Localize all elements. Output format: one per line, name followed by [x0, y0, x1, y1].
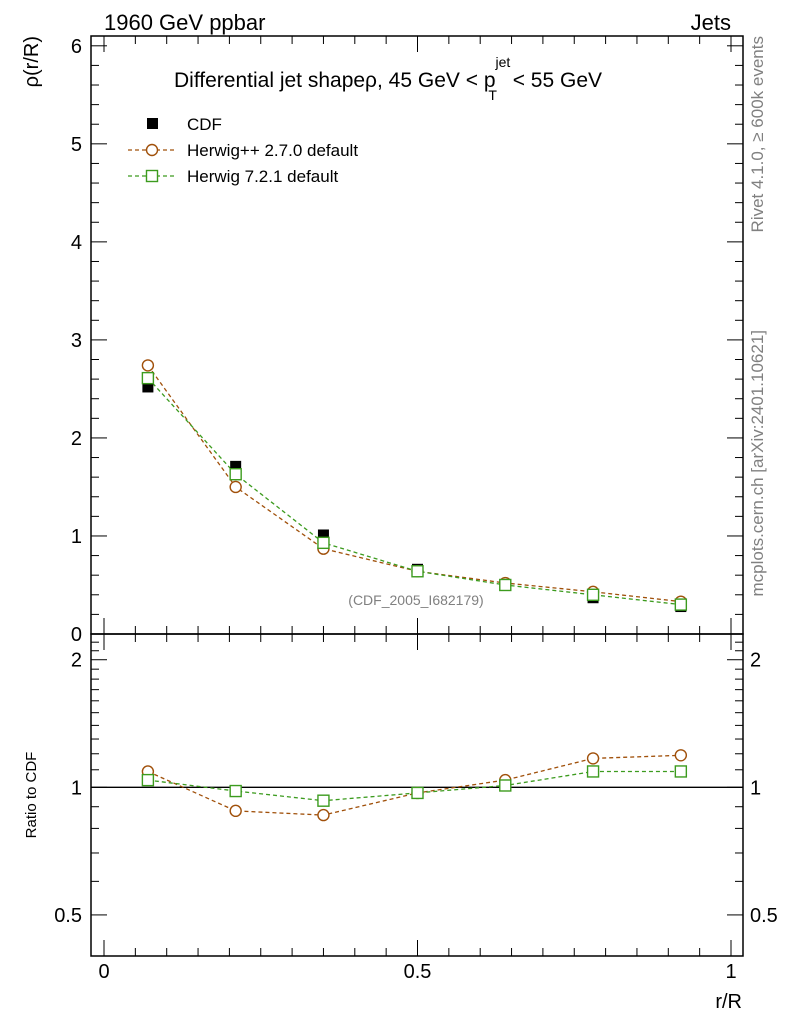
main-axis-ticks — [91, 36, 743, 635]
title-sup: jet — [495, 54, 511, 70]
main-point-herwig7 — [499, 578, 512, 592]
ratio-series — [141, 749, 688, 822]
main-point-herwig7 — [141, 371, 155, 385]
ratio-ylabel: Ratio to CDF — [23, 752, 40, 839]
ratio-ytick-label-right: 1 — [750, 777, 761, 799]
legend-label-herwigpp: Herwig++ 2.7.0 default — [187, 141, 358, 160]
main-ytick-label: 1 — [71, 526, 82, 548]
xtick-label: 1 — [725, 961, 736, 983]
legend-marker-cdf — [147, 118, 158, 129]
title-sub: T — [488, 87, 497, 103]
legend-label-cdf: CDF — [187, 115, 222, 134]
main-ylabel: ρ(r/R) — [21, 36, 43, 87]
ratio-ytick-label: 1 — [71, 777, 82, 799]
main-ytick-label: 6 — [71, 36, 82, 58]
ratio-ytick-label-right: 0.5 — [750, 905, 778, 927]
main-point-herwigpp — [229, 480, 242, 494]
ratio-point-herwigpp — [317, 808, 330, 822]
legend: CDF Herwig++ 2.7.0 default Herwig 7.2.1 … — [128, 115, 358, 186]
ratio-point-herwig7 — [586, 765, 600, 778]
main-ytick-label: 2 — [71, 428, 82, 450]
main-point-herwigpp — [141, 359, 155, 372]
ratio-point-herwig7 — [141, 773, 155, 787]
ratio-point-herwigpp — [229, 804, 242, 818]
legend-marker-herwig7 — [145, 169, 159, 183]
xtick-label: 0.5 — [404, 961, 432, 983]
ratio-line-herwigpp — [147, 754, 681, 816]
main-point-herwig7 — [411, 565, 424, 578]
ratio-ytick-label: 0.5 — [54, 905, 82, 927]
ratio-ytick-label: 2 — [71, 650, 82, 672]
rivet-label: Rivet 4.1.0, ≥ 600k events — [748, 36, 767, 232]
main-title: Differential jet shapeρ, 45 GeV < pjet T … — [174, 54, 602, 103]
ratio-point-herwig7 — [674, 765, 688, 778]
main-ytick-label: 3 — [71, 330, 82, 352]
main-point-cdf — [317, 529, 329, 541]
main-point-cdf — [142, 381, 154, 393]
main-ytick-labels: 0 1 2 3 4 5 6 — [71, 36, 82, 646]
main-ytick-label: 4 — [71, 232, 82, 254]
main-ytick-label: 0 — [71, 624, 82, 646]
main-point-herwig7 — [674, 598, 688, 611]
ratio-point-herwig7 — [499, 779, 512, 792]
xtick-label: 0 — [98, 961, 109, 983]
ratio-point-herwig7 — [229, 784, 242, 798]
legend-label-herwig7: Herwig 7.2.1 default — [187, 167, 338, 186]
main-series — [141, 359, 688, 613]
mcplots-label: mcplots.cern.ch [arXiv:2401.10621] — [748, 330, 767, 596]
analysis-label: (CDF_2005_I682179) — [348, 592, 483, 608]
ratio-point-herwig7 — [411, 786, 424, 800]
main-point-herwig7 — [586, 588, 600, 601]
main-ytick-label: 5 — [71, 134, 82, 156]
ratio-ytick-label-right: 2 — [750, 650, 761, 672]
ratio-ytick-labels: 0.5 0.5 1 1 2 2 — [54, 650, 778, 927]
ratio-point-herwigpp — [586, 752, 600, 765]
header-right: Jets — [691, 10, 731, 35]
legend-marker-herwigpp — [145, 143, 159, 157]
main-point-herwig7 — [229, 468, 242, 481]
xlabel: r/R — [715, 991, 742, 1013]
title-prefix: Differential jet shapeρ, 45 GeV < p — [174, 69, 496, 92]
title-suffix: < 55 GeV — [507, 69, 602, 92]
main-point-cdf — [230, 460, 242, 472]
ratio-point-herwigpp — [674, 749, 688, 762]
main-point-herwig7 — [317, 536, 330, 550]
header-left: 1960 GeV ppbar — [104, 10, 265, 35]
xtick-labels: 0 0.5 1 — [98, 961, 736, 983]
ratio-point-herwig7 — [317, 794, 330, 807]
